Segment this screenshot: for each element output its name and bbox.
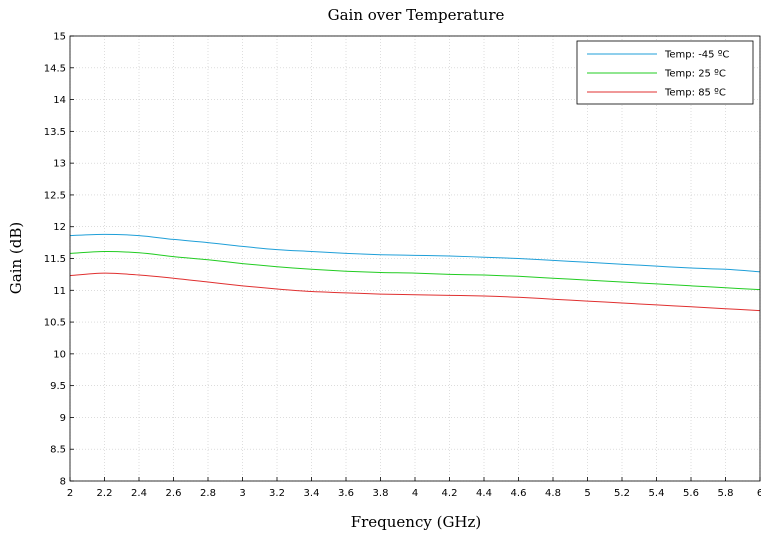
x-tick-label: 2.6 xyxy=(166,488,182,499)
y-tick-label: 8.5 xyxy=(50,445,66,456)
y-tick-label: 10 xyxy=(53,349,66,360)
x-tick-label: 2.2 xyxy=(97,488,113,499)
x-tick-label: 4.6 xyxy=(511,488,527,499)
y-tick-label: 11 xyxy=(53,286,66,297)
x-tick-label: 4 xyxy=(412,488,418,499)
y-tick-label: 12.5 xyxy=(44,190,66,201)
x-tick-label: 5.4 xyxy=(649,488,665,499)
x-tick-label: 4.4 xyxy=(476,488,492,499)
x-tick-label: 6 xyxy=(757,488,761,499)
x-tick-label: 4.2 xyxy=(442,488,458,499)
y-tick-label: 9.5 xyxy=(50,381,66,392)
x-tick-label: 5.8 xyxy=(718,488,734,499)
y-tick-label: 13.5 xyxy=(44,127,66,138)
chart-title: Gain over Temperature xyxy=(328,6,505,24)
y-axis-ticks: 8 8.5 9 9.5 10 10.5 11 11.5 12 12.5 13 13.5 14 14.5 15 xyxy=(44,32,74,488)
x-tick-label: 3.4 xyxy=(304,488,320,499)
x-tick-label: 5 xyxy=(584,488,590,499)
x-tick-label: 3 xyxy=(239,488,245,499)
x-tick-label: 2.4 xyxy=(131,488,147,499)
legend-label-2: Temp: 85 ºC xyxy=(664,88,726,99)
y-tick-label: 15 xyxy=(53,32,66,43)
x-tick-label: 2 xyxy=(67,488,73,499)
legend-label-1: Temp: 25 ºC xyxy=(664,69,726,80)
x-tick-label: 2.8 xyxy=(200,488,216,499)
series-line-0 xyxy=(70,234,760,272)
x-tick-label: 3.8 xyxy=(373,488,389,499)
x-axis-ticks: 2 2.2 2.4 2.6 2.8 3 3.2 3.4 3.6 3.8 4 4.2 4.4 4.6 4.8 5… xyxy=(67,477,761,499)
y-tick-label: 14 xyxy=(53,95,66,106)
legend: Temp: -45 ºC Temp: 25 ºC Temp: 85 ºC xyxy=(577,41,753,104)
x-tick-label: 5.6 xyxy=(683,488,699,499)
y-axis-label: Gain (dB) xyxy=(7,222,25,294)
legend-label-0: Temp: -45 ºC xyxy=(664,50,729,61)
y-tick-label: 14.5 xyxy=(44,63,66,74)
series-lines xyxy=(70,234,760,310)
x-tick-label: 4.8 xyxy=(545,488,561,499)
y-tick-label: 12 xyxy=(53,222,66,233)
x-tick-label: 3.2 xyxy=(269,488,285,499)
y-tick-label: 9 xyxy=(60,413,66,424)
x-tick-label: 3.6 xyxy=(338,488,354,499)
y-tick-label: 8 xyxy=(60,477,66,488)
y-tick-label: 11.5 xyxy=(44,254,66,265)
y-tick-label: 13 xyxy=(53,159,66,170)
x-axis-label: Frequency (GHz) xyxy=(351,513,482,531)
y-tick-label: 10.5 xyxy=(44,318,66,329)
x-tick-label: 5.2 xyxy=(614,488,630,499)
